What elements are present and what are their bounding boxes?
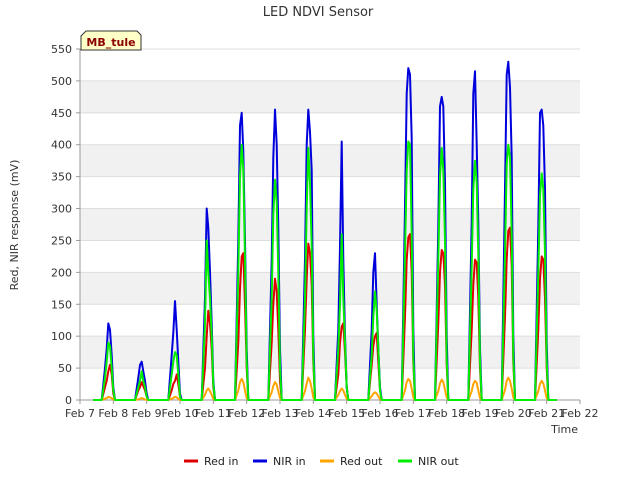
grid-band	[80, 144, 580, 177]
grid-bands	[80, 80, 580, 369]
series-lines	[93, 60, 557, 401]
x-tick-label: Feb 21	[528, 407, 565, 420]
legend-label-nir-out: NIR out	[418, 455, 459, 468]
y-tick-label: 350	[51, 171, 72, 184]
grid-band	[80, 272, 580, 305]
y-tick-label: 500	[51, 75, 72, 88]
y-tick-label: 250	[51, 234, 72, 247]
y-tick-label: 300	[51, 203, 72, 216]
x-tick-label: Feb 9	[132, 407, 162, 420]
x-tick-label: Feb 12	[228, 407, 265, 420]
y-tick-label: 550	[51, 43, 72, 56]
y-tick-label: 0	[65, 394, 72, 407]
y-tick-label: 450	[51, 107, 72, 120]
x-tick-label: Feb 15	[328, 407, 365, 420]
x-tick-label: Feb 22	[562, 407, 599, 420]
y-tick-labels: 0 50 100 150 200 250 300 350 400 450 500 550	[51, 43, 80, 407]
grid-band	[80, 208, 580, 241]
x-tick-label: Feb 11	[195, 407, 232, 420]
x-axis-label: Time	[550, 423, 578, 436]
x-tick-label: Feb 8	[98, 407, 128, 420]
grid-band	[80, 336, 580, 369]
grid-band	[80, 80, 580, 113]
x-tick-label: Feb 14	[295, 407, 332, 420]
station-badge: MB_tule	[80, 30, 142, 51]
y-axis-label: Red, NIR response (mV)	[8, 160, 21, 291]
x-tick-label: Feb 18	[428, 407, 465, 420]
chart-title: LED NDVI Sensor	[263, 5, 374, 20]
y-tick-label: 100	[51, 330, 72, 343]
x-tick-label: Feb 17	[395, 407, 432, 420]
y-tick-label: 400	[51, 139, 72, 152]
legend-label-red-out: Red out	[340, 455, 383, 468]
y-tick-label: 50	[58, 362, 72, 375]
x-tick-label: Feb 19	[462, 407, 499, 420]
y-tick-label: 150	[51, 298, 72, 311]
x-tick-label: Feb 16	[362, 407, 399, 420]
x-tick-label: Feb 10	[162, 407, 199, 420]
x-tick-label: Feb 13	[262, 407, 299, 420]
series-line-nir-out	[93, 140, 557, 401]
y-tick-label: 200	[51, 266, 72, 279]
x-tick-label: Feb 7	[65, 407, 95, 420]
legend: Red in NIR in Red out NIR out	[184, 455, 459, 468]
legend-label-red-in: Red in	[204, 455, 238, 468]
badge-label: MB_tule	[86, 36, 135, 49]
x-tick-label: Feb 20	[495, 407, 532, 420]
legend-label-nir-in: NIR in	[273, 455, 306, 468]
badge-box	[80, 30, 142, 51]
